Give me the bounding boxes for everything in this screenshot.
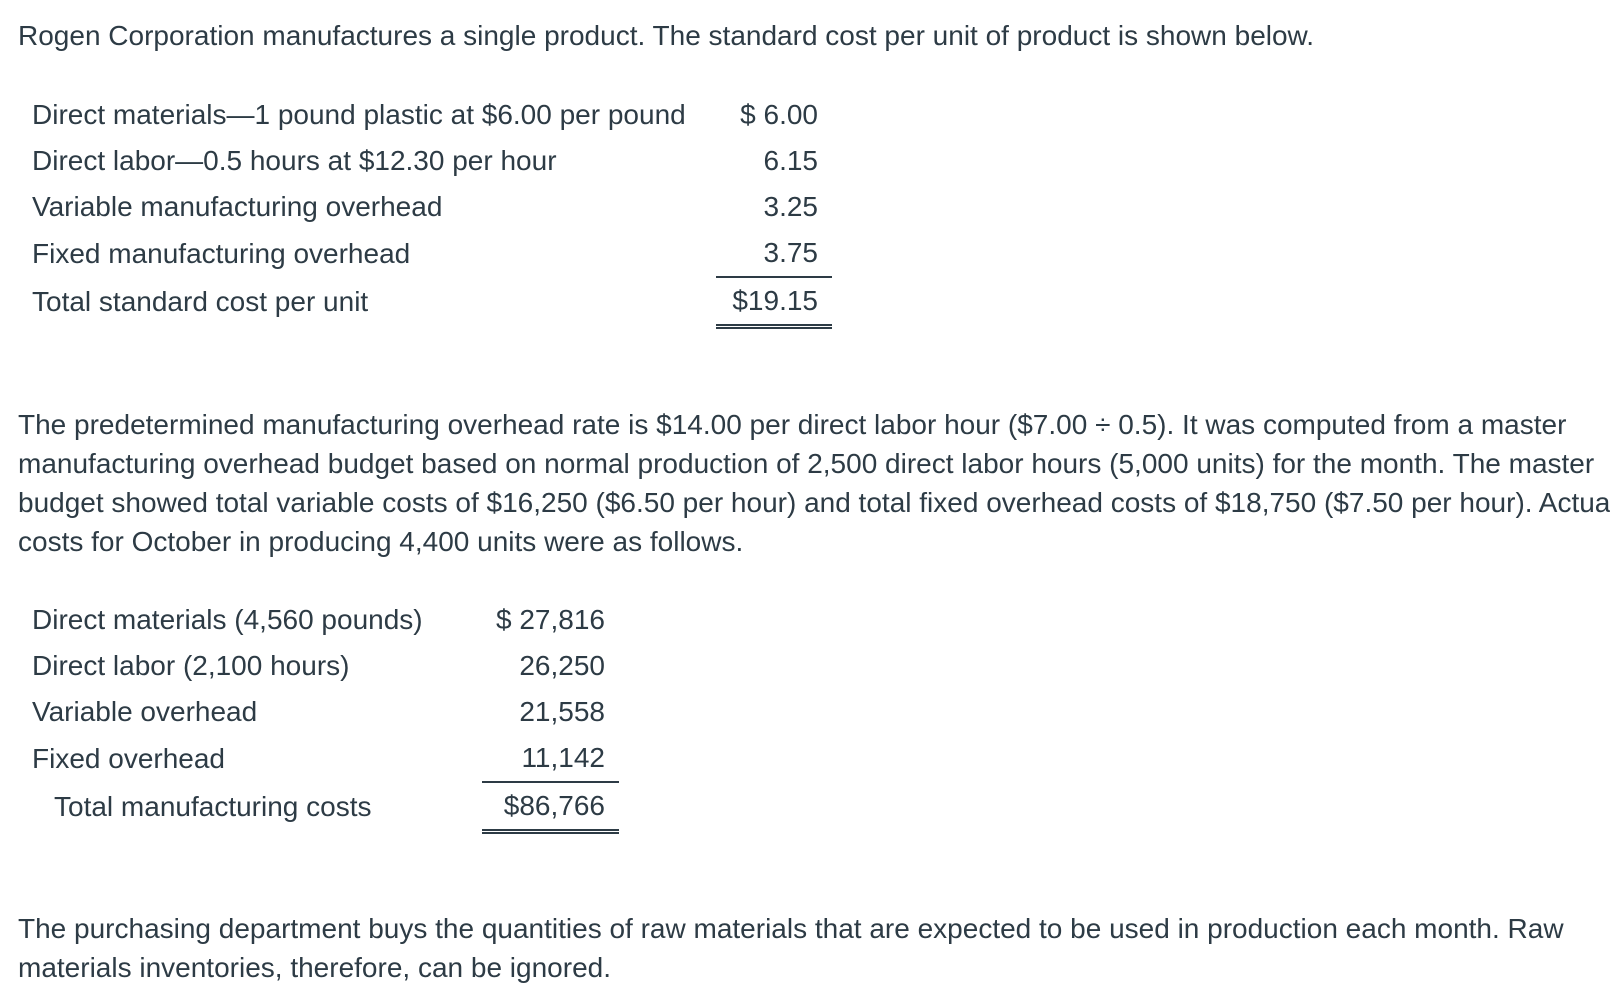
- row-label: Direct materials (4,560 pounds): [32, 604, 423, 635]
- row-amount: 3.25: [763, 191, 819, 222]
- table-row: Direct materials—1 pound plastic at $6.0…: [32, 92, 832, 138]
- row-label: Direct materials—1 pound plastic at $6.0…: [32, 99, 686, 130]
- row-amount: 6.15: [763, 145, 819, 176]
- total-row: Total standard cost per unit $19.15: [32, 277, 832, 329]
- closing-paragraph: The purchasing department buys the quant…: [18, 909, 1564, 987]
- standard-cost-table: Direct materials—1 pound plastic at $6.0…: [32, 92, 832, 329]
- overhead-paragraph: The predetermined manufacturing overhead…: [18, 405, 1610, 561]
- actual-cost-table: Direct materials (4,560 pounds) $ 27,816…: [32, 597, 619, 834]
- paragraph-line: The predetermined manufacturing overhead…: [18, 409, 1567, 440]
- row-amount: 3.75: [716, 230, 832, 278]
- total-amount: $19.15: [716, 277, 832, 329]
- total-label: Total manufacturing costs: [54, 790, 372, 822]
- paragraph-line: costs for October in producing 4,400 uni…: [18, 526, 744, 557]
- row-label: Fixed overhead: [32, 742, 226, 774]
- row-amount: $ 27,816: [496, 604, 605, 635]
- row-label: Direct labor (2,100 hours): [32, 650, 350, 681]
- table-row: Direct labor—0.5 hours at $12.30 per hou…: [32, 138, 832, 184]
- table-row: Variable overhead 21,558: [32, 689, 619, 735]
- table-row: Direct labor (2,100 hours) 26,250: [32, 643, 619, 689]
- table-row: Fixed overhead 11,142: [32, 735, 619, 783]
- row-label: Direct labor—0.5 hours at $12.30 per hou…: [32, 145, 557, 176]
- table-row: Variable manufacturing overhead 3.25: [32, 184, 832, 230]
- row-label: Fixed manufacturing overhead: [32, 237, 411, 269]
- total-amount: $86,766: [482, 782, 619, 834]
- paragraph-line: materials inventories, therefore, can be…: [18, 952, 611, 983]
- row-amount: $ 6.00: [740, 99, 818, 130]
- row-label: Variable overhead: [32, 696, 258, 727]
- table-row: Fixed manufacturing overhead 3.75: [32, 230, 832, 278]
- paragraph-line: budget showed total variable costs of $1…: [18, 487, 1610, 518]
- row-label: Variable manufacturing overhead: [32, 191, 443, 222]
- table-row: Direct materials (4,560 pounds) $ 27,816: [32, 597, 619, 643]
- row-amount: 21,558: [519, 696, 605, 727]
- total-label: Total standard cost per unit: [32, 285, 369, 317]
- row-amount: 26,250: [519, 650, 605, 681]
- row-amount: 11,142: [482, 735, 619, 783]
- paragraph-line: manufacturing overhead budget based on n…: [18, 448, 1595, 479]
- paragraph-line: The purchasing department buys the quant…: [18, 913, 1564, 944]
- total-row: Total manufacturing costs $86,766: [32, 782, 619, 834]
- intro-paragraph: Rogen Corporation manufactures a single …: [18, 20, 1315, 51]
